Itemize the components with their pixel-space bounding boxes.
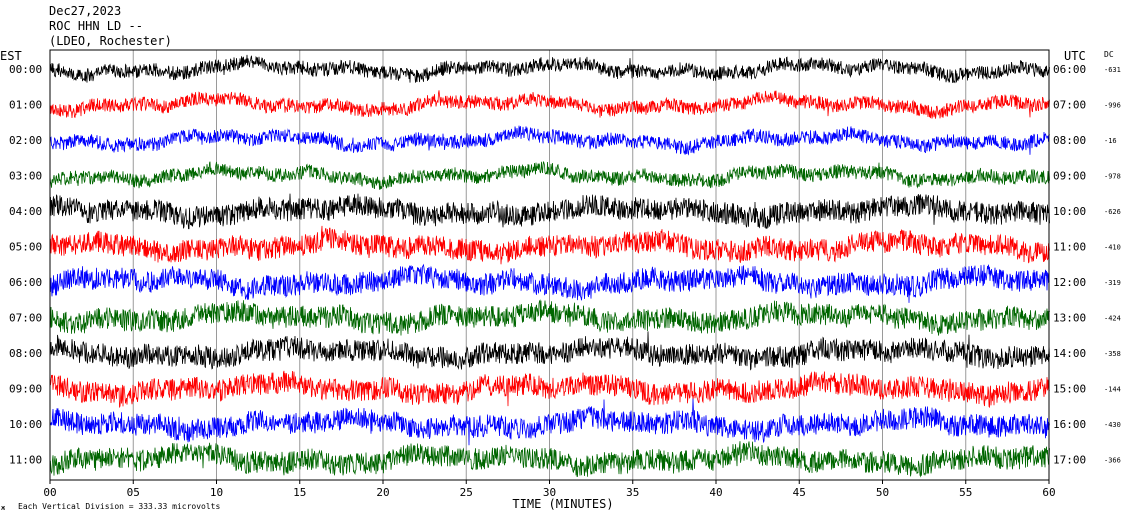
footer-scale-note: Each Vertical Division = 333.33 microvol… (18, 502, 220, 511)
utc-hour-label: 10:00 (1053, 205, 1086, 218)
dc-offset-label: -430 (1104, 421, 1121, 429)
header-network: (LDEO, Rochester) (49, 34, 172, 48)
x-tick-label: 40 (709, 486, 722, 499)
est-hour-label: 04:00 (9, 205, 42, 218)
utc-hour-label: 14:00 (1053, 347, 1086, 360)
dc-offset-label: -319 (1104, 279, 1121, 287)
est-hour-label: 02:00 (9, 134, 42, 147)
utc-hour-label: 09:00 (1053, 170, 1086, 183)
est-hour-label: 11:00 (9, 454, 42, 467)
x-tick-label: 30 (543, 486, 556, 499)
seismic-trace (49, 161, 1050, 190)
utc-hour-label: 12:00 (1053, 276, 1086, 289)
dc-offset-label: -626 (1104, 208, 1121, 216)
utc-zone-label: UTC (1064, 49, 1086, 63)
utc-hour-label: 06:00 (1053, 63, 1086, 76)
seismic-trace (49, 193, 1050, 230)
est-hour-label: 07:00 (9, 312, 42, 325)
grid-lines (132, 50, 967, 480)
dc-offset-label: -424 (1104, 315, 1121, 323)
utc-hour-label: 08:00 (1053, 134, 1086, 147)
est-zone-label: EST (0, 49, 22, 63)
x-tick-label: 25 (460, 486, 473, 499)
x-tick-label: 50 (876, 486, 889, 499)
seismic-trace (49, 225, 1050, 265)
utc-hour-label: 15:00 (1053, 383, 1086, 396)
dc-offset-label: -978 (1104, 173, 1121, 181)
dc-offset-label: -631 (1104, 66, 1121, 74)
dc-offset-label: -358 (1104, 350, 1121, 358)
x-tick-label: 20 (376, 486, 389, 499)
seismic-traces (49, 54, 1050, 478)
x-tick-label: 60 (1042, 486, 1055, 499)
dc-offset-label: -16 (1104, 137, 1117, 145)
x-tick-label: 55 (959, 486, 972, 499)
x-axis-label: TIME (MINUTES) (512, 497, 613, 511)
est-hour-label: 09:00 (9, 383, 42, 396)
row-labels: 00:00 06:00 -631 01:00 07:00 -996 02:00 08:00 -1… (9, 63, 1121, 467)
dc-offset-label: -366 (1104, 457, 1121, 465)
seismic-trace (49, 90, 1050, 119)
x-tick-label: 10 (210, 486, 223, 499)
seismic-trace (49, 299, 1050, 336)
x-tick-label: 35 (626, 486, 639, 499)
dc-offset-label: -410 (1104, 244, 1121, 252)
seismic-trace (49, 125, 1050, 156)
x-tick-label: 45 (793, 486, 806, 499)
seismic-trace (49, 263, 1050, 303)
utc-hour-label: 11:00 (1053, 241, 1086, 254)
est-hour-label: 03:00 (9, 170, 42, 183)
header-date: Dec27,2023 (49, 4, 122, 18)
utc-hour-label: 17:00 (1053, 454, 1086, 467)
dc-offset-label: -144 (1104, 386, 1121, 394)
seismic-trace (49, 441, 1050, 478)
footer-mark: ж (1, 504, 6, 512)
seismic-trace (49, 370, 1050, 409)
seismic-trace (49, 54, 1050, 84)
dc-column-label: DC (1104, 50, 1114, 59)
utc-hour-label: 13:00 (1053, 312, 1086, 325)
est-hour-label: 01:00 (9, 99, 42, 112)
est-hour-label: 08:00 (9, 347, 42, 360)
seismic-trace (49, 398, 1050, 446)
est-hour-label: 00:00 (9, 63, 42, 76)
x-tick-label: 05 (127, 486, 140, 499)
header-station: ROC HHN LD -- (49, 19, 143, 33)
est-hour-label: 05:00 (9, 241, 42, 254)
x-tick-label: 15 (293, 486, 306, 499)
dc-offset-label: -996 (1104, 102, 1121, 110)
seismic-trace (49, 331, 1050, 371)
x-tick-label: 00 (43, 486, 56, 499)
x-axis-ticks: 00 05 10 15 20 25 30 35 40 45 50 55 60 (43, 480, 1056, 499)
est-hour-label: 10:00 (9, 418, 42, 431)
est-hour-label: 06:00 (9, 276, 42, 289)
utc-hour-label: 07:00 (1053, 99, 1086, 112)
utc-hour-label: 16:00 (1053, 418, 1086, 431)
